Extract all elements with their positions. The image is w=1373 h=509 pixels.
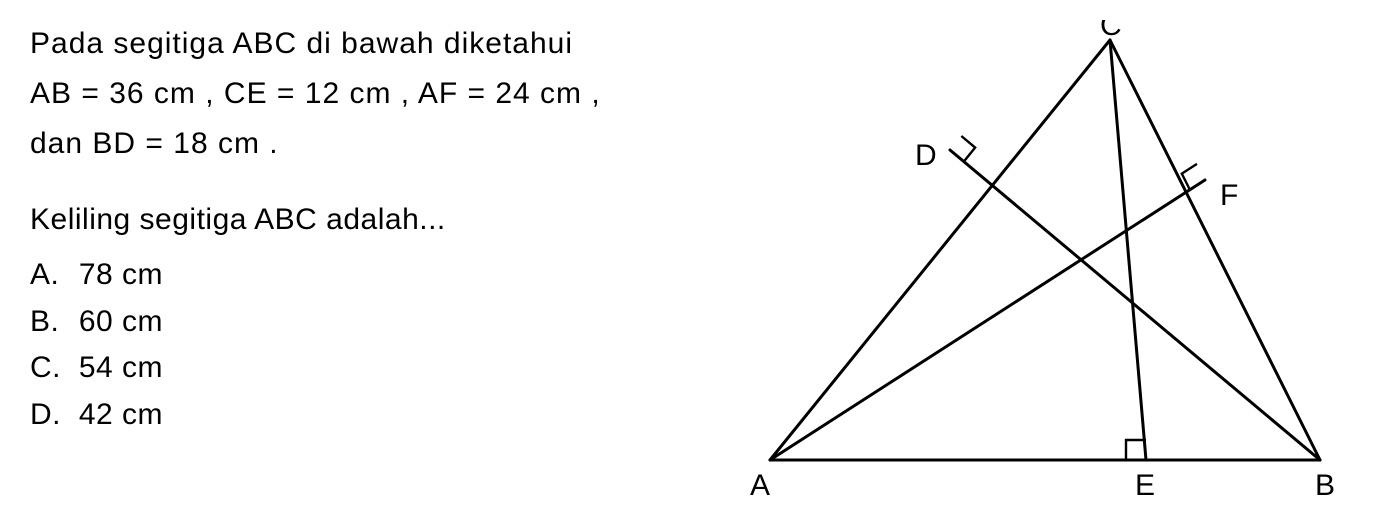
question-text: Keliling segitiga ABC adalah... xyxy=(30,196,710,244)
problem-line-2: AB = 36 cm , CE = 12 cm , AF = 24 cm , xyxy=(30,70,710,118)
problem-line-1: Pada segitiga ABC di bawah diketahui xyxy=(30,20,710,68)
option-letter: D. xyxy=(30,392,70,439)
option-text: 42 cm xyxy=(79,398,163,431)
option-text: 78 cm xyxy=(79,258,163,291)
option-text: 54 cm xyxy=(79,351,163,384)
triangle-diagram: A B C D E F xyxy=(730,20,1350,500)
svg-text:A: A xyxy=(750,469,770,500)
option-c: C. 54 cm xyxy=(30,345,710,392)
option-letter: C. xyxy=(30,345,70,392)
option-b: B. 60 cm xyxy=(30,299,710,346)
svg-text:D: D xyxy=(915,139,937,172)
option-text: 60 cm xyxy=(79,305,163,338)
diagram-column: ABCDEF xyxy=(730,20,1343,489)
option-letter: B. xyxy=(30,299,70,346)
svg-text:F: F xyxy=(1220,179,1238,212)
svg-text:C: C xyxy=(1100,20,1122,42)
problem-line-3: dan BD = 18 cm . xyxy=(30,120,710,168)
problem-text-column: Pada segitiga ABC di bawah diketahui AB … xyxy=(30,20,730,489)
option-a: A. 78 cm xyxy=(30,252,710,299)
option-letter: A. xyxy=(30,252,70,299)
option-d: D. 42 cm xyxy=(30,392,710,439)
svg-text:B: B xyxy=(1315,469,1335,500)
svg-text:E: E xyxy=(1135,469,1155,500)
